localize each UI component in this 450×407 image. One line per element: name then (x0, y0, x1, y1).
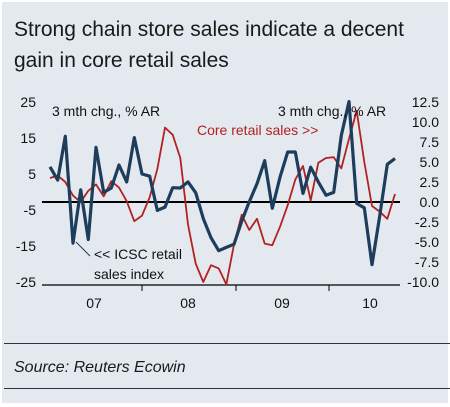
left-tick-label: -25 (16, 274, 36, 290)
divider-top (4, 343, 450, 344)
source-note: Source: Reuters Ecowin (14, 359, 186, 376)
x-tick-label: 10 (362, 295, 378, 311)
x-tick-label: 07 (86, 295, 102, 311)
icsc-index-line (48, 99, 396, 267)
left-axis-label: 3 mth chg., % AR (52, 103, 160, 119)
icsc-annotation-line1: << ICSC retail (94, 246, 182, 262)
x-tick-label: 08 (180, 295, 196, 311)
x-tick-label: 09 (274, 295, 290, 311)
series-lines (48, 99, 396, 286)
right-tick-label: -2.5 (415, 214, 439, 230)
chart-title: Strong chain store sales indicate a dece… (14, 18, 404, 72)
right-tick-label: 12.5 (412, 94, 439, 110)
x-axis: 07 08 09 10 (42, 284, 400, 311)
right-axis: 12.5 10.0 7.5 5.0 2.5 0.0 -2.5 -5.0 -7.5 -10.0 (407, 94, 439, 290)
right-tick-label: -7.5 (415, 254, 439, 270)
right-axis-label: 3 mth chg., % AR (278, 103, 386, 119)
right-tick-label: 5.0 (420, 154, 440, 170)
right-tick-label: 2.5 (420, 174, 440, 190)
right-tick-label: -5.0 (415, 234, 439, 250)
icsc-pointer (75, 241, 91, 257)
core-annotation: Core retail sales >> (197, 122, 318, 138)
left-tick-label: 5 (28, 166, 36, 182)
right-tick-label: 7.5 (420, 134, 440, 150)
left-tick-label: 15 (20, 130, 36, 146)
right-tick-label: 0.0 (420, 194, 440, 210)
left-tick-label: -15 (16, 238, 36, 254)
icsc-annotation-line2: sales index (94, 266, 164, 282)
left-tick-label: 25 (20, 94, 36, 110)
right-tick-label: 10.0 (412, 114, 439, 130)
right-tick-label: -10.0 (407, 274, 439, 290)
divider-bottom (4, 388, 450, 389)
left-axis: 25 15 5 -5 -15 -25 (16, 94, 36, 290)
left-tick-label: -5 (24, 202, 37, 218)
